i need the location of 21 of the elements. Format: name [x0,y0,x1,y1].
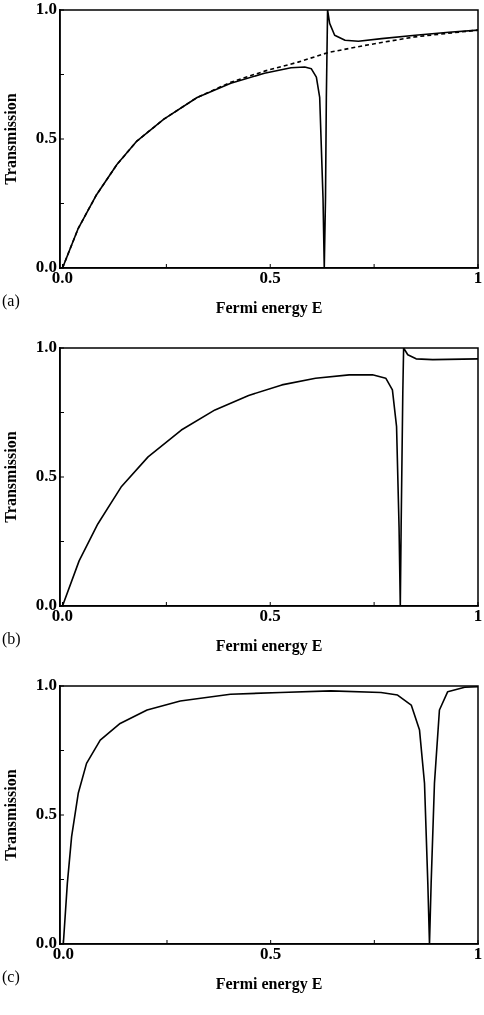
x-tick-label: 0.5 [260,943,282,963]
x-tick-label: 1 [473,605,483,625]
x-axis-title: Fermi energy E [215,298,323,317]
y-tick-label: 0.5 [35,804,57,824]
x-tick-label: 1 [473,943,483,963]
y-axis-title: Transmission [1,769,19,861]
y-tick-label: 1.0 [35,337,57,357]
text: (b) [2,630,21,648]
x-tick-label: 0.5 [259,267,281,287]
x-axis-title: Fermi energy E [215,974,323,993]
y-tick-label: 1.0 [35,0,57,19]
y-axis-title: Transmission [1,431,19,523]
y-tick-label: 0.5 [35,128,57,148]
x-tick-label: 1 [473,267,483,287]
text: (a) [2,292,20,310]
text: (c) [2,968,20,986]
x-axis-title: Fermi energy E [215,636,323,655]
y-axis-title: Transmission [1,93,19,185]
y-tick-label: 0.5 [35,466,57,486]
y-tick-label: 1.0 [35,675,57,695]
x-tick-label: 0.5 [259,605,281,625]
